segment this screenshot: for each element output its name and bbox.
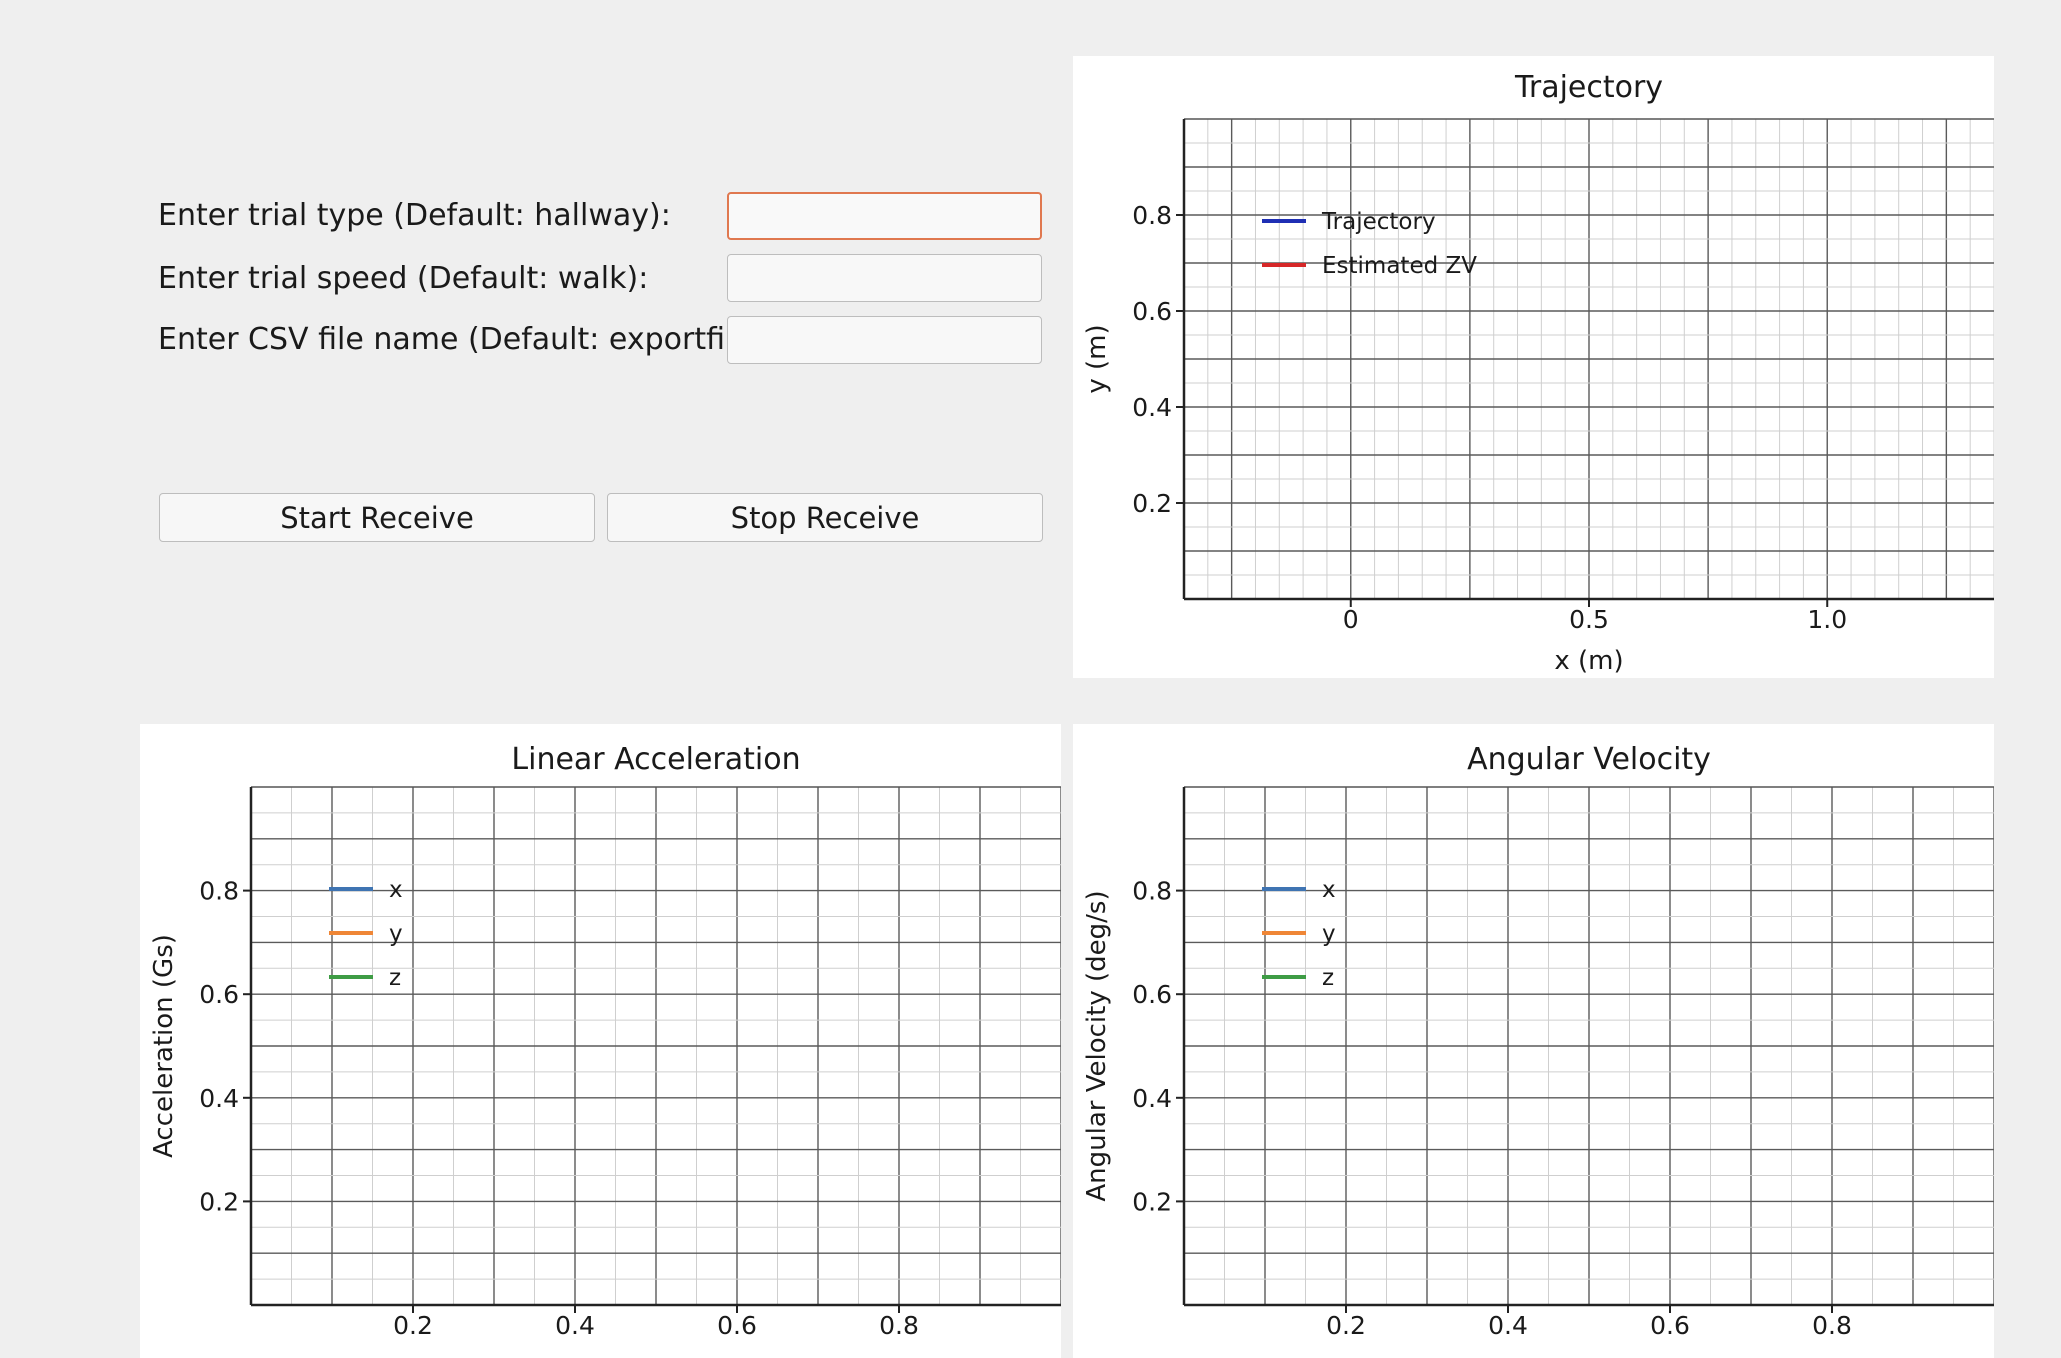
x-axis-label: x (m) xyxy=(1554,646,1623,676)
trial-speed-input[interactable] xyxy=(727,254,1042,302)
csv-name-input[interactable] xyxy=(727,316,1042,364)
y-tick-label: 0.2 xyxy=(1132,1187,1172,1216)
y-tick-label: 0.6 xyxy=(1132,980,1172,1009)
trial-type-label: Enter trial type (Default: hallway): xyxy=(158,198,671,233)
grid xyxy=(250,787,1062,1305)
x-tick-label: 0.8 xyxy=(879,1311,919,1340)
legend-label: Estimated ZV xyxy=(1322,253,1477,279)
y-tick-label: 0.8 xyxy=(1132,201,1172,230)
x-tick-label: 0.6 xyxy=(1650,1311,1690,1340)
legend-label: y xyxy=(389,921,403,947)
x-tick-label: 0.2 xyxy=(1326,1311,1366,1340)
y-axis-label: y (m) xyxy=(1082,324,1112,393)
x-tick-label: 0 xyxy=(1343,605,1359,634)
csv-name-label: Enter CSV file name (Default: exportfile… xyxy=(158,322,774,357)
trial-speed-label: Enter trial speed (Default: walk): xyxy=(158,261,649,296)
grid xyxy=(1183,787,1995,1305)
x-tick-label: 0.8 xyxy=(1812,1311,1852,1340)
x-tick-label: 0.4 xyxy=(1488,1311,1528,1340)
legend: xyz xyxy=(329,877,403,991)
legend-label: x xyxy=(389,877,403,903)
angular-velocity-chart: 0.2 0.4 0.6 0.8 0.2 0.4 0.6 0.8 Angular Velocity… xyxy=(1082,742,1995,1340)
y-axis-label: Angular Velocity (deg/s) xyxy=(1082,890,1112,1201)
y-tick-label: 0.4 xyxy=(199,1084,239,1113)
x-tick-label: 0.2 xyxy=(393,1311,433,1340)
y-tick-label: 0.2 xyxy=(1132,489,1172,518)
y-tick-label: 0.4 xyxy=(1132,1084,1172,1113)
x-tick-label: 0.4 xyxy=(555,1311,595,1340)
stop-receive-button[interactable]: Stop Receive xyxy=(607,493,1043,542)
start-receive-button[interactable]: Start Receive xyxy=(159,493,595,542)
trial-type-input[interactable] xyxy=(727,192,1042,240)
y-tick-label: 0.8 xyxy=(199,877,239,906)
linear-acceleration-panel: 0.2 0.4 0.6 0.8 0.2 0.4 0.6 0.8 Linear Accelerat… xyxy=(140,724,1062,1358)
legend-label: Trajectory xyxy=(1321,209,1436,235)
legend-label: z xyxy=(1322,965,1334,991)
legend-label: x xyxy=(1322,877,1336,903)
y-axis-label: Acceleration (Gs) xyxy=(149,934,179,1158)
chart-title: Linear Acceleration xyxy=(511,742,800,777)
legend: xyz xyxy=(1262,877,1336,991)
y-tick-label: 0.6 xyxy=(199,980,239,1009)
trajectory-chart: 0 0.5 1.0 0.2 0.4 0.6 0.8 Trajectory x (m) y (m) T… xyxy=(1082,70,1995,676)
legend: Trajectory Estimated ZV xyxy=(1262,209,1477,279)
y-tick-label: 0.8 xyxy=(1132,877,1172,906)
x-tick-label: 0.5 xyxy=(1569,605,1609,634)
linear-acceleration-chart: 0.2 0.4 0.6 0.8 0.2 0.4 0.6 0.8 Linear Accelerat… xyxy=(149,742,1062,1340)
x-tick-label: 0.6 xyxy=(717,1311,757,1340)
chart-title: Angular Velocity xyxy=(1467,742,1711,777)
x-tick-label: 1.0 xyxy=(1807,605,1847,634)
grid xyxy=(1183,119,1995,599)
angular-velocity-panel: 0.2 0.4 0.6 0.8 0.2 0.4 0.6 0.8 Angular Velocity… xyxy=(1073,724,1995,1358)
chart-title: Trajectory xyxy=(1514,70,1663,105)
y-tick-label: 0.2 xyxy=(199,1187,239,1216)
legend-label: z xyxy=(389,965,401,991)
y-tick-label: 0.6 xyxy=(1132,297,1172,326)
legend-label: y xyxy=(1322,921,1336,947)
y-tick-label: 0.4 xyxy=(1132,393,1172,422)
trajectory-panel: 0 0.5 1.0 0.2 0.4 0.6 0.8 Trajectory x (m) y (m) T… xyxy=(1073,56,1995,678)
